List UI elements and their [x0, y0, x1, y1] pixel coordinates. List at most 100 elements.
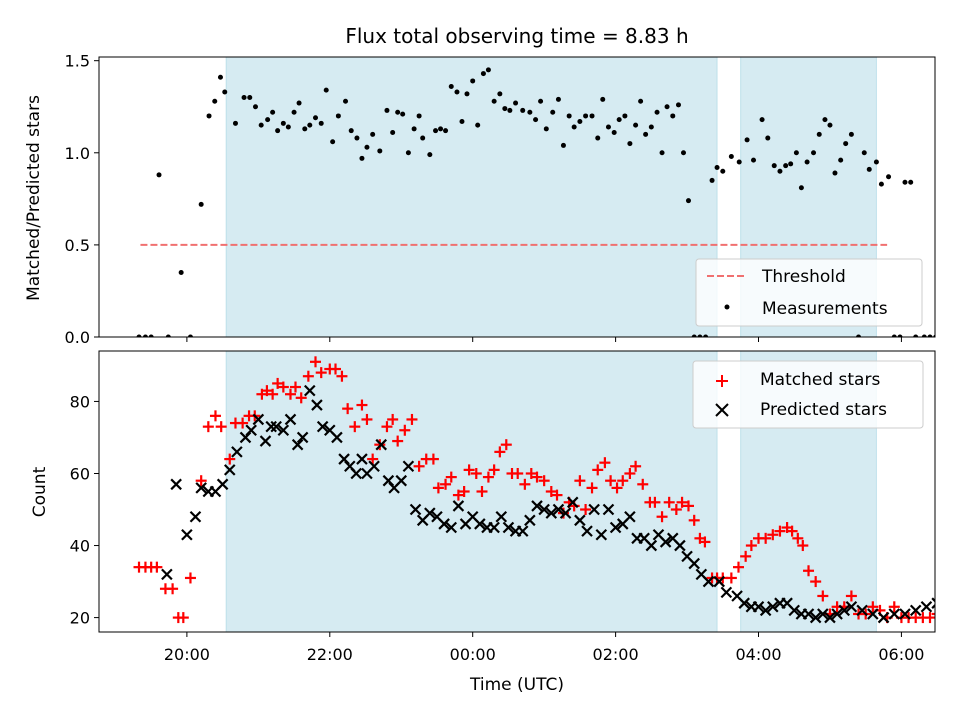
y-tick-label: 0.5	[65, 236, 90, 255]
measurement-point	[843, 141, 849, 147]
predicted-point-b	[788, 604, 801, 617]
matched-point	[342, 403, 354, 415]
measurement-point	[680, 150, 686, 156]
predicted-point-b	[324, 424, 336, 437]
predicted-point-b	[382, 474, 395, 487]
measurement-point	[148, 334, 154, 337]
predicted-point	[170, 478, 182, 491]
measurement-point	[759, 117, 765, 123]
matched-point	[525, 467, 537, 479]
matched-point	[413, 460, 425, 472]
matched-point	[682, 500, 694, 512]
predicted-point	[304, 384, 316, 397]
measurement-point	[222, 89, 228, 95]
predicted-point	[291, 438, 304, 451]
measurement-point	[475, 122, 481, 128]
predicted-point	[531, 500, 543, 512]
legend-measurements-label: Measurements	[762, 299, 888, 319]
measurement-point	[583, 113, 589, 119]
matched-point	[336, 370, 348, 382]
measurement-point	[377, 148, 383, 154]
measurement-point	[659, 150, 665, 156]
matched-point	[392, 435, 404, 447]
matched-point	[330, 363, 342, 375]
matched-point	[367, 453, 379, 465]
measurement-point	[538, 98, 544, 104]
legend-counts: Matched stars Predicted stars	[692, 360, 924, 429]
matched-point	[289, 381, 301, 393]
matched-point	[399, 424, 411, 436]
predicted-point	[931, 597, 935, 609]
predicted-point-b	[409, 503, 422, 516]
predicted-point-b	[674, 539, 686, 552]
x-tick-label: 06:00	[878, 645, 924, 664]
predicted-point	[824, 611, 836, 624]
measurement-point	[709, 177, 715, 183]
measurement-point	[873, 159, 879, 165]
measurement-point	[908, 179, 914, 185]
matched-point	[545, 486, 557, 497]
predicted-point-b	[452, 500, 465, 512]
predicted-point	[645, 539, 658, 552]
measurement-point	[359, 155, 365, 161]
predicted-point	[356, 453, 368, 465]
measurement-point	[638, 98, 644, 104]
measurement-point	[280, 120, 286, 126]
measurement-point	[275, 128, 281, 134]
measurement-point	[685, 198, 691, 204]
predicted-point	[574, 514, 586, 527]
predicted-point-b	[856, 604, 868, 617]
matched-point	[574, 475, 586, 487]
chart-title: Flux total observing time = 8.83 h	[345, 24, 688, 48]
matched-point	[792, 532, 804, 544]
matched-point	[551, 489, 563, 501]
y-axis-label-count: Count	[30, 466, 50, 517]
matched-point	[381, 421, 393, 433]
predicted-point	[767, 601, 779, 613]
predicted-point-b	[702, 575, 715, 588]
matched-point	[440, 478, 452, 490]
matched-point	[519, 478, 531, 490]
predicted-point-b	[559, 507, 572, 519]
matched-point	[512, 467, 524, 479]
predicted-point-b	[223, 464, 236, 476]
predicted-point	[284, 413, 297, 426]
measurement-point	[454, 89, 460, 95]
predicted-point-b	[431, 510, 443, 523]
legend-ratio: Threshold Measurements	[695, 258, 923, 327]
predicted-point-b	[538, 503, 550, 516]
measurement-point	[198, 201, 204, 207]
predicted-point-b	[189, 510, 202, 523]
measurement-point	[443, 128, 449, 134]
matched-point	[725, 572, 737, 584]
predicted-point-b	[817, 608, 829, 620]
predicted-point-b	[356, 453, 368, 465]
predicted-point-b	[245, 424, 257, 437]
y-tick-label: 40	[70, 537, 90, 556]
predicted-point-b	[265, 420, 277, 433]
predicted-point	[877, 611, 890, 624]
measurement-point	[232, 120, 238, 126]
matched-point	[445, 471, 457, 483]
predicted-point-b	[304, 384, 316, 397]
predicted-point-b	[531, 500, 543, 512]
predicted-point-a	[931, 597, 935, 603]
matched-point	[810, 576, 822, 588]
measurement-point	[178, 270, 184, 276]
matched-point	[624, 467, 636, 479]
predicted-point	[595, 528, 608, 541]
predicted-point	[252, 413, 265, 426]
predicted-point-b	[566, 496, 579, 509]
matched-point	[406, 413, 418, 425]
measurement-point	[420, 135, 426, 141]
matched-point	[797, 540, 809, 552]
matched-point	[356, 399, 368, 411]
legend-threshold-label: Threshold	[761, 267, 846, 287]
predicted-point	[720, 586, 733, 599]
predicted-point-b	[624, 510, 636, 523]
predicted-point-b	[402, 460, 415, 473]
measurement-point	[330, 139, 336, 145]
predicted-point	[368, 460, 380, 473]
measurement-point	[793, 150, 799, 156]
